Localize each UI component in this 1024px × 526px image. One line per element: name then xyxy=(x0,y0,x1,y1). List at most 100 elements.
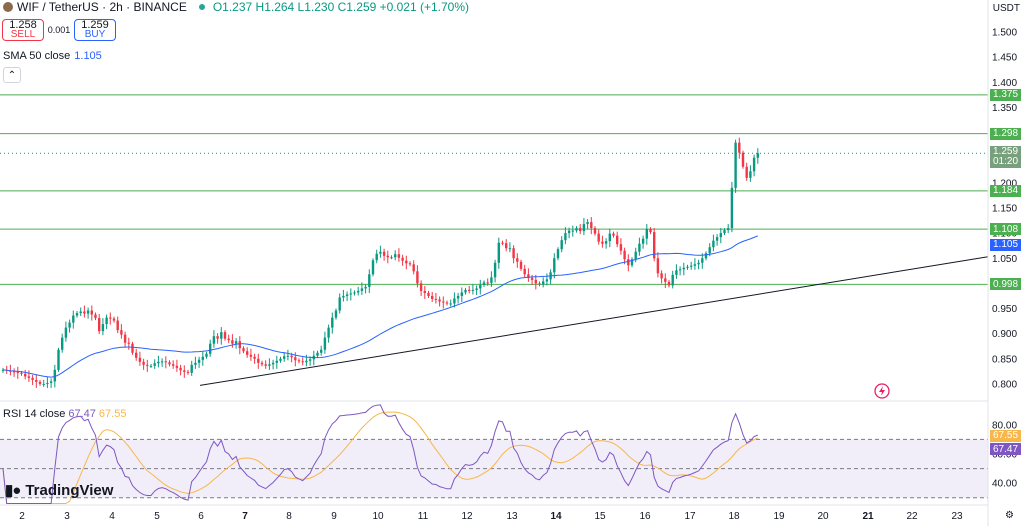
candle-body[interactable] xyxy=(727,228,730,231)
candle-body[interactable] xyxy=(153,363,156,366)
trendline[interactable] xyxy=(199,256,989,386)
candle-body[interactable] xyxy=(582,224,586,232)
candle-body[interactable] xyxy=(20,372,23,374)
candle-body[interactable] xyxy=(619,244,623,251)
candle-body[interactable] xyxy=(160,361,164,363)
candle-body[interactable] xyxy=(72,315,75,323)
candle-body[interactable] xyxy=(279,358,282,361)
candle-body[interactable] xyxy=(556,249,560,259)
candle-body[interactable] xyxy=(656,258,660,274)
candle-body[interactable] xyxy=(112,318,116,321)
candle-body[interactable] xyxy=(375,253,378,261)
candle-body[interactable] xyxy=(475,288,478,290)
candle-body[interactable] xyxy=(752,157,756,172)
candle-body[interactable] xyxy=(501,242,504,244)
candle-body[interactable] xyxy=(294,357,297,361)
candle-body[interactable] xyxy=(508,248,512,250)
candle-body[interactable] xyxy=(75,313,79,316)
candle-body[interactable] xyxy=(730,187,734,229)
candle-body[interactable] xyxy=(249,354,253,357)
candle-body[interactable] xyxy=(486,282,489,284)
candle-body[interactable] xyxy=(220,332,223,339)
candle-body[interactable] xyxy=(360,288,364,291)
candle-body[interactable] xyxy=(253,356,256,359)
sma-legend[interactable]: SMA 50 close 1.105 xyxy=(3,50,102,62)
candle-body[interactable] xyxy=(538,283,541,285)
candle-body[interactable] xyxy=(286,355,290,357)
candle-body[interactable] xyxy=(90,310,93,315)
candle-body[interactable] xyxy=(342,295,345,298)
symbol-title[interactable]: WIF / TetherUS · 2h · BINANCE xyxy=(17,0,187,14)
candle-body[interactable] xyxy=(127,342,130,344)
candle-body[interactable] xyxy=(408,263,412,265)
candle-body[interactable] xyxy=(86,310,90,314)
candle-body[interactable] xyxy=(534,279,537,284)
candle-body[interactable] xyxy=(553,258,556,273)
candle-body[interactable] xyxy=(149,365,153,367)
candle-body[interactable] xyxy=(490,277,493,283)
candle-body[interactable] xyxy=(242,348,245,352)
candle-body[interactable] xyxy=(397,254,401,258)
candle-body[interactable] xyxy=(645,229,648,239)
candle-body[interactable] xyxy=(690,265,693,267)
candle-body[interactable] xyxy=(38,381,42,384)
candle-body[interactable] xyxy=(419,283,423,291)
candle-body[interactable] xyxy=(616,235,619,245)
candle-body[interactable] xyxy=(704,253,708,259)
candle-body[interactable] xyxy=(697,262,700,265)
candle-body[interactable] xyxy=(157,361,160,364)
candle-body[interactable] xyxy=(190,364,193,373)
candle-body[interactable] xyxy=(593,228,597,234)
candle-body[interactable] xyxy=(186,371,190,373)
candle-body[interactable] xyxy=(382,251,386,256)
candle-body[interactable] xyxy=(105,317,108,325)
candle-body[interactable] xyxy=(35,379,38,382)
candle-body[interactable] xyxy=(708,247,711,254)
candle-body[interactable] xyxy=(79,311,82,314)
candle-body[interactable] xyxy=(734,142,737,188)
candle-body[interactable] xyxy=(16,371,19,373)
candle-body[interactable] xyxy=(98,318,101,332)
candle-body[interactable] xyxy=(101,324,105,332)
candle-body[interactable] xyxy=(471,289,475,291)
candle-body[interactable] xyxy=(438,299,441,302)
candle-body[interactable] xyxy=(741,152,745,167)
currency-label[interactable]: USDT xyxy=(992,3,1020,14)
candle-body[interactable] xyxy=(701,258,704,263)
candle-body[interactable] xyxy=(1,369,5,371)
candle-body[interactable] xyxy=(227,338,230,341)
candle-body[interactable] xyxy=(238,341,241,349)
candle-body[interactable] xyxy=(290,355,293,358)
candle-body[interactable] xyxy=(135,352,138,358)
candle-body[interactable] xyxy=(667,281,671,286)
candle-body[interactable] xyxy=(61,337,64,350)
candle-body[interactable] xyxy=(745,166,748,178)
candle-body[interactable] xyxy=(401,257,404,261)
candle-body[interactable] xyxy=(175,365,179,368)
candle-body[interactable] xyxy=(194,362,197,365)
candle-body[interactable] xyxy=(379,251,382,254)
candle-body[interactable] xyxy=(386,255,389,258)
candle-body[interactable] xyxy=(345,294,349,296)
candle-body[interactable] xyxy=(412,264,415,272)
alert-icon[interactable] xyxy=(874,383,890,399)
candle-body[interactable] xyxy=(271,362,275,365)
candle-body[interactable] xyxy=(612,233,615,236)
candle-body[interactable] xyxy=(305,360,308,363)
candle-body[interactable] xyxy=(231,340,234,344)
candle-body[interactable] xyxy=(575,228,578,231)
candle-body[interactable] xyxy=(301,361,304,363)
candle-body[interactable] xyxy=(641,238,645,244)
candle-body[interactable] xyxy=(201,356,204,360)
candle-body[interactable] xyxy=(353,292,356,294)
candle-body[interactable] xyxy=(275,360,278,363)
candle-body[interactable] xyxy=(431,295,434,299)
rsi-legend[interactable]: RSI 14 close 67.47 67.55 xyxy=(3,408,126,420)
candle-body[interactable] xyxy=(567,230,571,234)
candle-body[interactable] xyxy=(423,290,426,293)
candle-body[interactable] xyxy=(209,343,212,354)
candle-body[interactable] xyxy=(649,229,652,233)
candle-body[interactable] xyxy=(146,364,149,366)
candle-body[interactable] xyxy=(53,369,56,382)
